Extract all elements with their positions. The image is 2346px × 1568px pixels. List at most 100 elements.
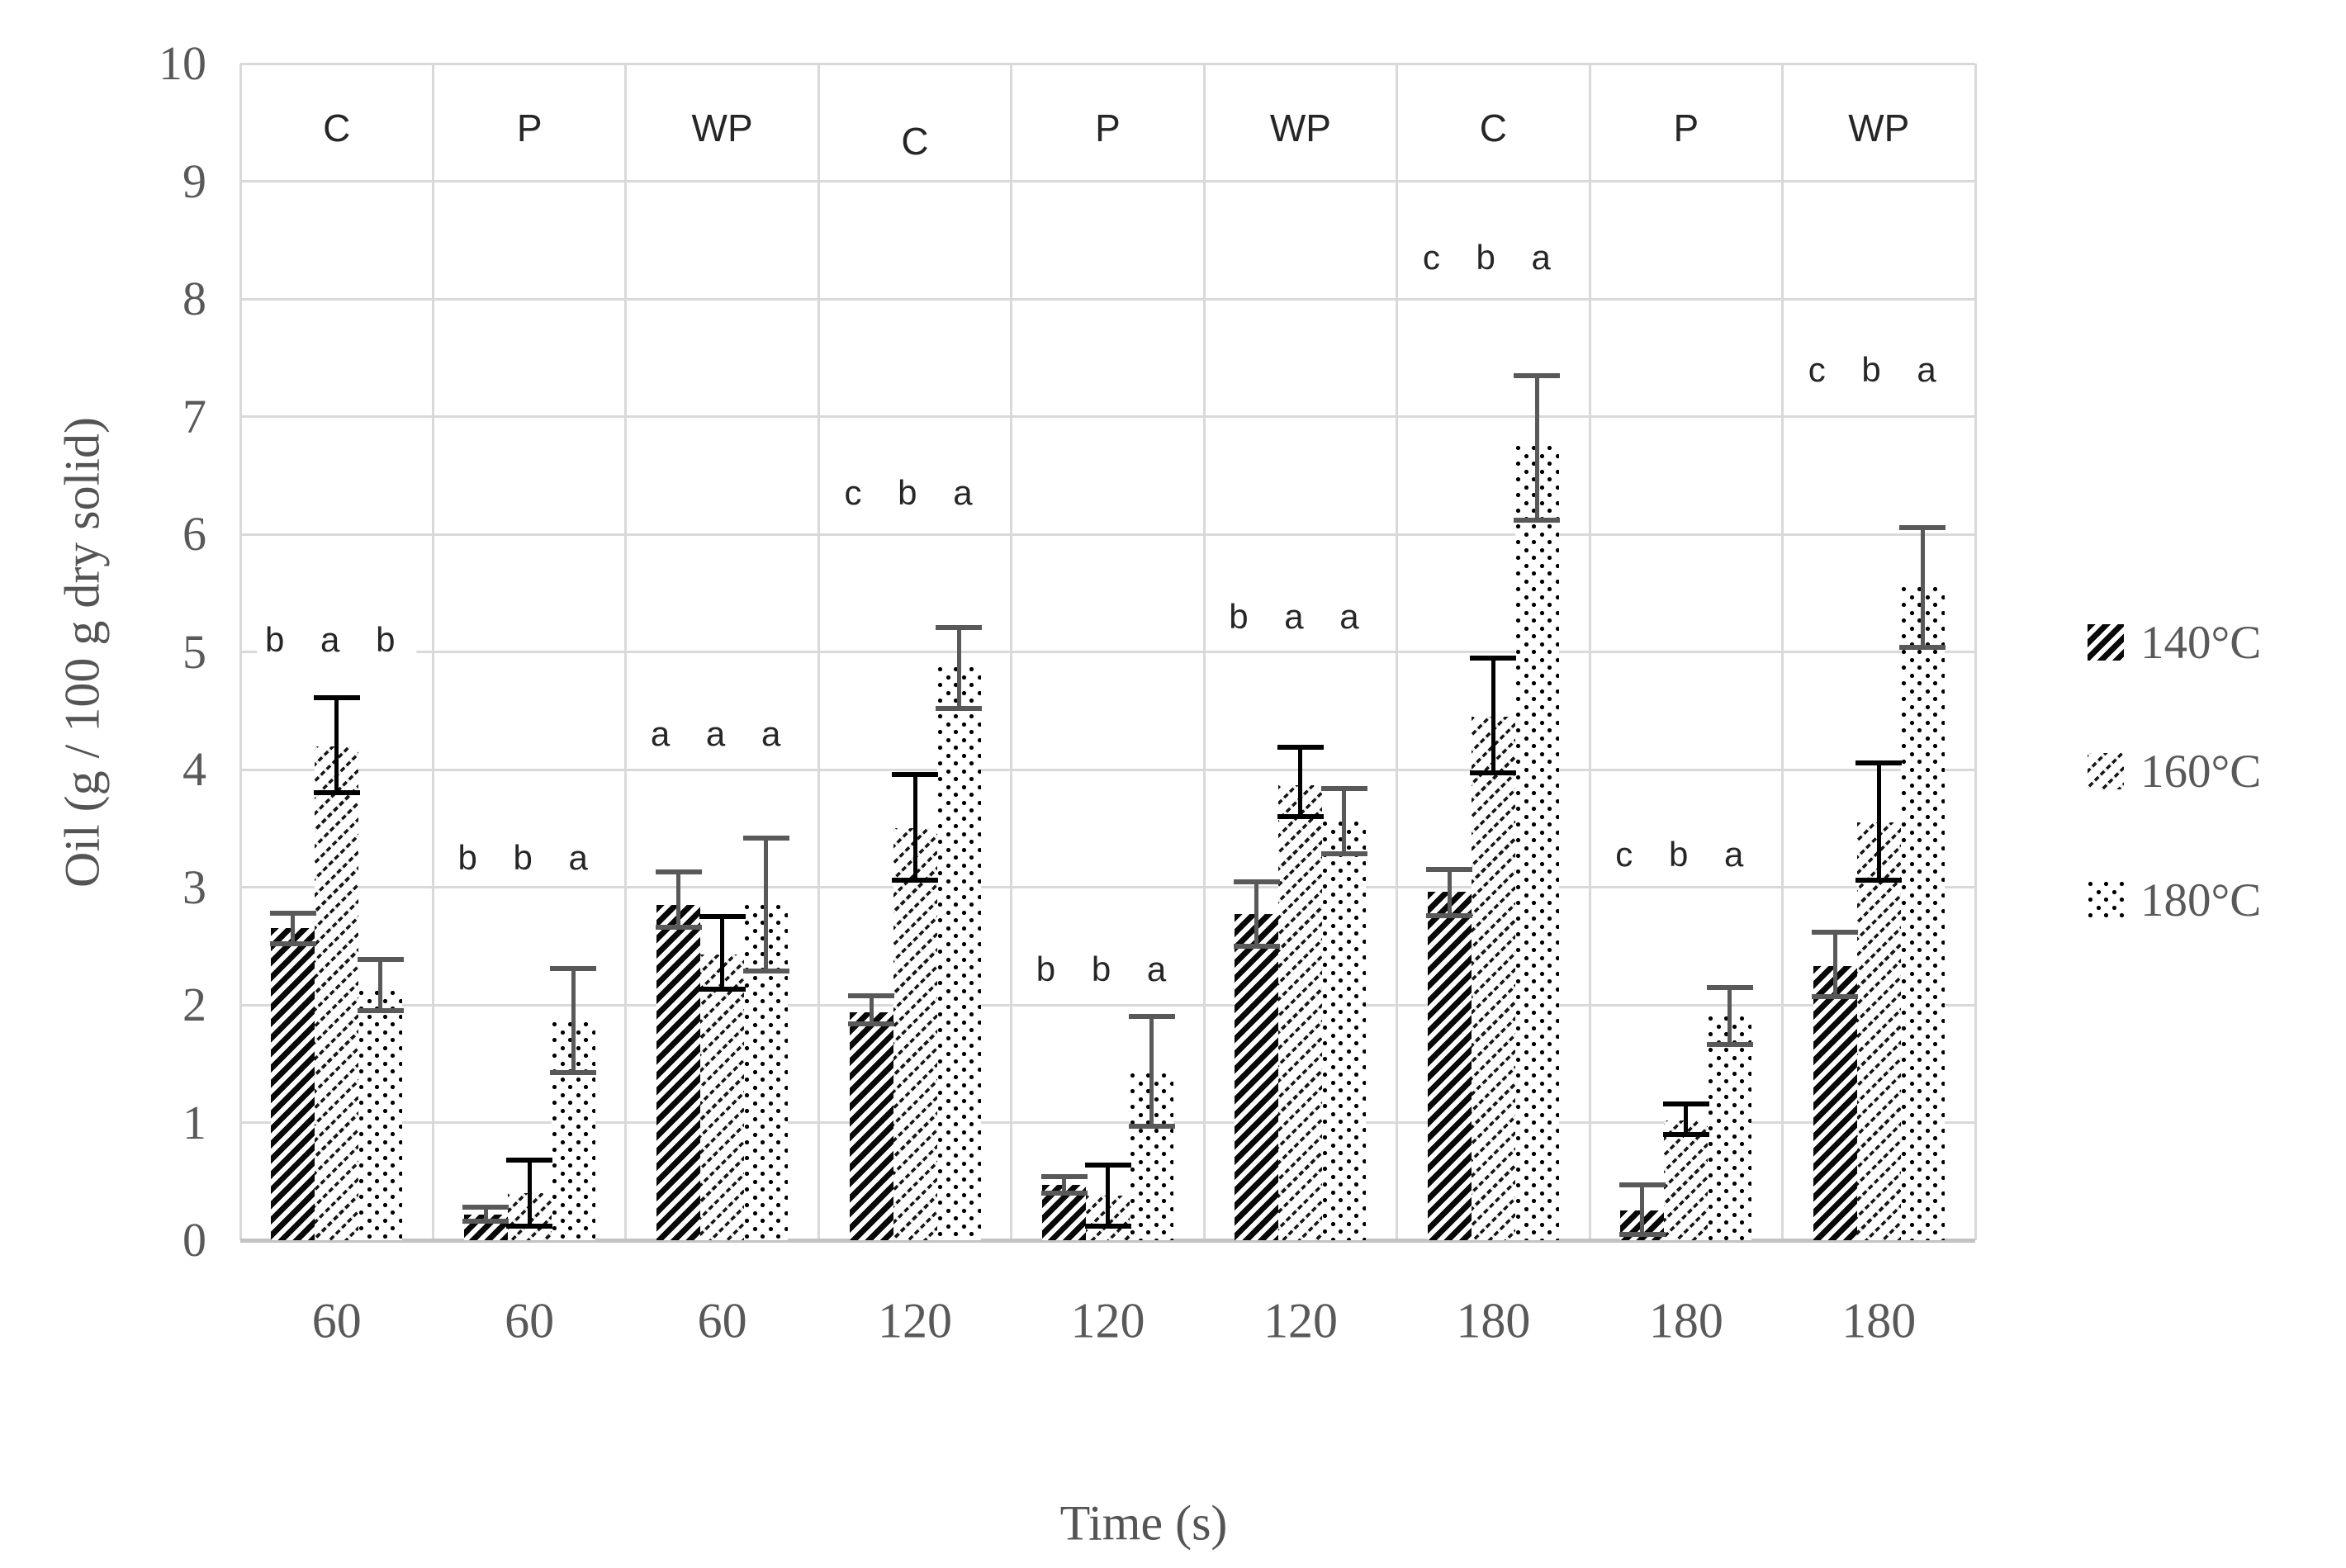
- error-bar-bottom-cap: [313, 790, 360, 796]
- x-tick-label: 60: [697, 1293, 747, 1348]
- error-bar-top-cap: [1619, 1182, 1666, 1188]
- error-bar: [269, 911, 316, 946]
- error-bar-bottom-cap: [742, 968, 789, 973]
- bar-180°C-group9: [1900, 587, 1945, 1240]
- v-gridline: [1974, 64, 1977, 1240]
- error-bar-bottom-cap: [1470, 770, 1517, 776]
- h-gridline: [240, 297, 1975, 301]
- significance-label-group5: b b a: [1027, 945, 1188, 995]
- h-gridline: [240, 533, 1975, 536]
- error-bar-line: [1298, 745, 1303, 819]
- error-bar-bottom-cap: [1899, 644, 1946, 650]
- error-bar-top-cap: [655, 869, 702, 875]
- error-bar-bottom-cap: [506, 1223, 553, 1229]
- error-bar-bottom-cap: [1706, 1042, 1753, 1048]
- significance-label-group4: c b a: [836, 468, 994, 519]
- significance-label-group8: c b a: [1607, 829, 1765, 879]
- y-tick-label: 6: [182, 507, 206, 561]
- legend-label: 160°C: [2140, 745, 2262, 798]
- treatment-label-group1: C: [316, 104, 358, 153]
- error-bar-line: [869, 992, 874, 1026]
- error-bar-top-cap: [1899, 524, 1946, 530]
- bar-160°C-group4: [893, 828, 937, 1240]
- error-bar-line: [1640, 1182, 1645, 1237]
- error-bar-bottom-cap: [462, 1219, 509, 1225]
- significance-label-group3: a a a: [642, 709, 803, 760]
- treatment-label-group3: WP: [685, 104, 760, 153]
- error-bar-line: [1534, 372, 1539, 523]
- h-gridline: [240, 651, 1975, 653]
- error-bar: [1662, 1101, 1709, 1137]
- h-gridline: [240, 1003, 1975, 1007]
- error-bar-top-cap: [892, 771, 939, 777]
- v-gridline: [1010, 64, 1013, 1240]
- error-bar-line: [1491, 655, 1495, 776]
- error-bar: [1470, 655, 1517, 776]
- error-bar-bottom-cap: [1320, 851, 1367, 857]
- error-bar-bottom-cap: [1084, 1223, 1131, 1229]
- error-bar-line: [334, 695, 339, 796]
- error-bar-top-cap: [1320, 785, 1367, 791]
- v-gridline: [1588, 64, 1591, 1240]
- error-bar-line: [764, 835, 769, 973]
- error-bar: [1084, 1162, 1131, 1229]
- error-bar: [936, 624, 983, 711]
- bar-180°C-group1: [358, 990, 403, 1240]
- bar-140°C-group3: [656, 904, 701, 1240]
- bar-180°C-group8: [1708, 1016, 1752, 1240]
- treatment-label-group6: WP: [1263, 104, 1338, 153]
- error-bar-line: [571, 965, 576, 1076]
- legend-item-180°C: 180°C: [2088, 874, 2261, 926]
- error-bar-top-cap: [1706, 984, 1753, 990]
- significance-label-group1: b a b: [257, 615, 417, 666]
- v-gridline: [624, 64, 628, 1240]
- bar-160°C-group9: [1856, 822, 1901, 1240]
- bar-140°C-group7: [1427, 892, 1472, 1240]
- error-bar: [1855, 760, 1903, 883]
- error-bar-line: [378, 956, 383, 1013]
- error-bar-bottom-cap: [269, 940, 316, 946]
- bar-160°C-group8: [1664, 1120, 1709, 1240]
- bar-160°C-group6: [1278, 784, 1323, 1240]
- bar-180°C-group4: [936, 667, 981, 1240]
- bar-160°C-group7: [1471, 716, 1515, 1240]
- error-bar-line: [1106, 1162, 1110, 1229]
- y-tick-label: 4: [182, 742, 206, 796]
- error-bar-bottom-cap: [1662, 1131, 1709, 1137]
- error-bar-bottom-cap: [550, 1070, 597, 1076]
- error-bar-line: [1920, 524, 1925, 650]
- error-bar-line: [1149, 1014, 1154, 1129]
- x-tick-label: 60: [311, 1293, 362, 1348]
- y-tick-label: 8: [182, 272, 206, 325]
- error-bar-line: [720, 914, 725, 992]
- error-bar: [848, 992, 895, 1026]
- treatment-label-group4: C: [894, 117, 936, 166]
- y-tick-label: 0: [182, 1213, 206, 1267]
- error-bar: [313, 695, 360, 796]
- h-gridline: [240, 768, 1975, 771]
- error-bar: [506, 1158, 553, 1229]
- legend-swatch-dense-diagonal-hatch-icon: [2088, 624, 2124, 661]
- significance-label-group9: c b a: [1799, 344, 1958, 395]
- h-gridline: [240, 62, 1975, 65]
- error-bar-top-cap: [506, 1158, 553, 1163]
- bar-160°C-group3: [700, 954, 745, 1240]
- y-tick-label: 2: [182, 978, 206, 1031]
- bar-140°C-group6: [1235, 914, 1279, 1240]
- error-bar: [699, 914, 746, 992]
- error-bar-top-cap: [550, 965, 597, 971]
- y-tick-label: 7: [182, 389, 206, 443]
- error-bar-bottom-cap: [1233, 943, 1280, 949]
- error-bar: [1040, 1174, 1088, 1196]
- x-tick-label: 180: [1648, 1293, 1723, 1348]
- v-gridline: [1396, 64, 1399, 1240]
- error-bar: [892, 771, 939, 883]
- error-bar-bottom-cap: [699, 987, 746, 992]
- error-bar-line: [527, 1158, 532, 1229]
- x-tick-label: 120: [1263, 1293, 1338, 1348]
- error-bar-top-cap: [936, 624, 983, 630]
- error-bar: [357, 956, 404, 1013]
- h-gridline: [240, 415, 1975, 418]
- error-bar-top-cap: [1812, 929, 1859, 935]
- error-bar-top-cap: [462, 1205, 509, 1210]
